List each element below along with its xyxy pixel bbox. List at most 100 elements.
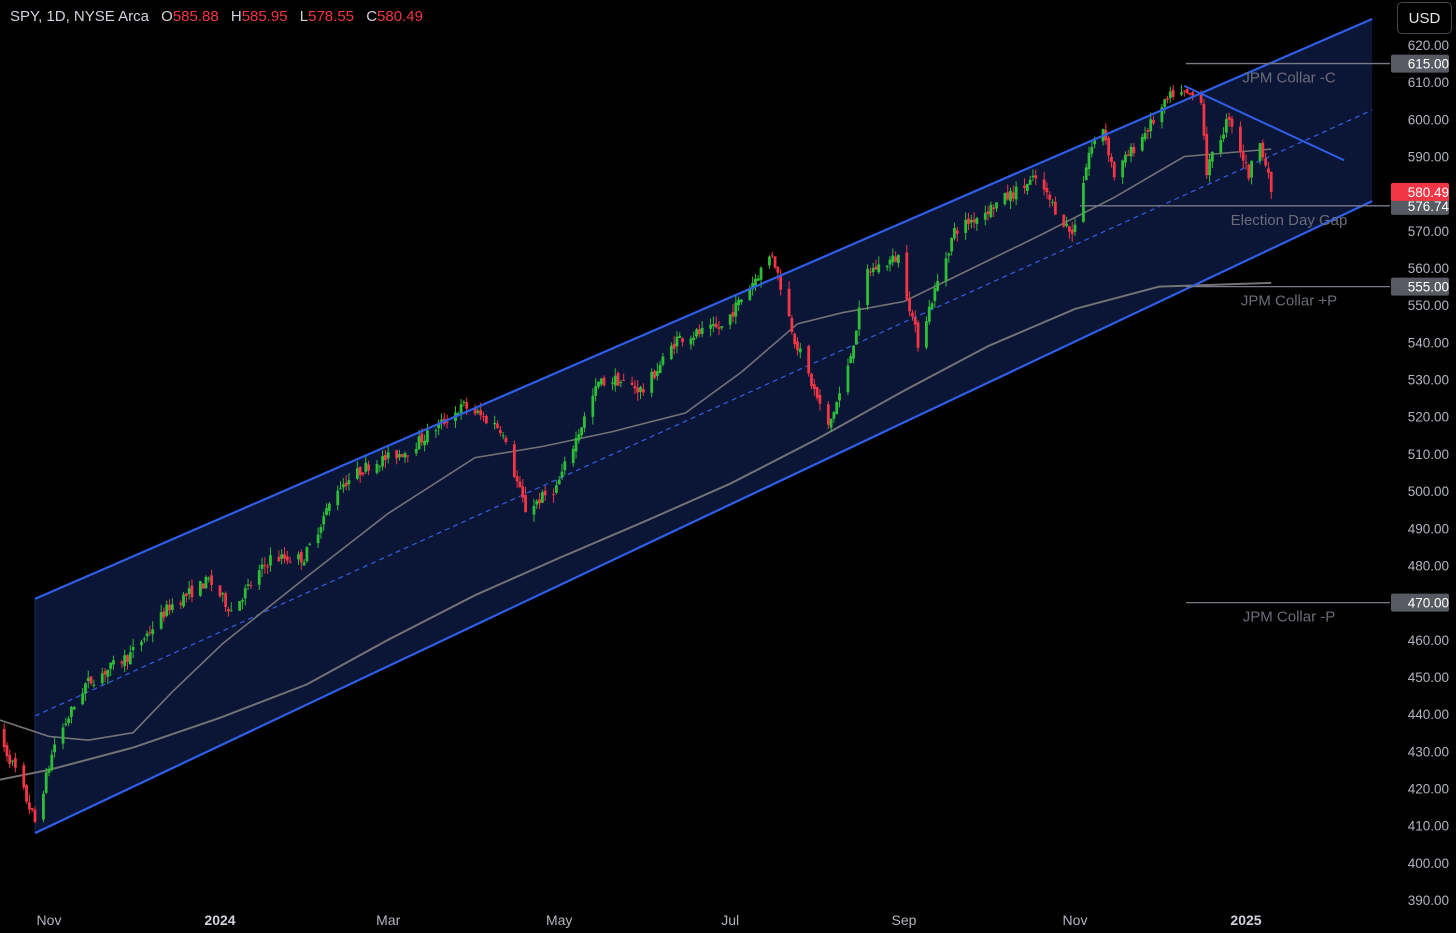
- candle-body: [504, 437, 508, 443]
- candle-body: [179, 602, 183, 605]
- price-tick-label: 620.00: [1408, 38, 1449, 53]
- candle-body: [1258, 143, 1262, 161]
- resistance-trendline: [1183, 84, 1345, 162]
- candle-body: [773, 256, 777, 268]
- candle-body: [159, 612, 163, 629]
- candle-body: [611, 382, 614, 384]
- candle-body: [852, 345, 855, 359]
- candle-body: [106, 669, 110, 677]
- candle-body: [1112, 162, 1116, 178]
- candle-body: [140, 641, 143, 646]
- candle-body: [201, 583, 205, 589]
- candle-body: [1267, 168, 1270, 173]
- candle-body: [681, 338, 684, 343]
- candle-body: [479, 410, 483, 416]
- candle-body: [182, 594, 185, 607]
- price-tick-label: 600.00: [1408, 112, 1449, 127]
- candle-body: [734, 302, 738, 317]
- candle-body: [336, 490, 340, 506]
- candle-body: [866, 268, 869, 305]
- candle-body: [33, 809, 37, 822]
- candle-body: [854, 330, 858, 345]
- symbol-title: SPY, 1D, NYSE Arca: [10, 8, 149, 25]
- candle-body: [266, 566, 270, 568]
- candle-body: [426, 430, 429, 443]
- candle-body: [1028, 179, 1032, 185]
- level-tag: 576.74: [1391, 196, 1449, 215]
- candle-body: [1065, 223, 1068, 227]
- candle-body: [322, 516, 326, 525]
- candle-body: [826, 404, 830, 425]
- candle-body: [622, 380, 626, 382]
- price-tick-label: 590.00: [1408, 150, 1449, 165]
- candle-body: [400, 454, 404, 457]
- candle-body: [498, 430, 502, 434]
- currency-button[interactable]: USD: [1397, 2, 1452, 34]
- candle-body: [1219, 140, 1223, 153]
- candle-body: [473, 408, 477, 414]
- candle-body: [1171, 89, 1175, 97]
- candle-body: [944, 258, 948, 282]
- candle-body: [148, 631, 152, 633]
- candle-body: [535, 501, 539, 505]
- price-tick-label: 610.00: [1408, 75, 1449, 90]
- candle-body: [619, 382, 623, 384]
- candle-body: [1261, 142, 1265, 158]
- annotation-label: JPM Collar +P: [1241, 293, 1337, 310]
- candle-body: [871, 267, 875, 273]
- candle-body: [796, 341, 799, 351]
- candle-body: [1087, 152, 1091, 170]
- candle-body: [770, 255, 774, 257]
- candle-body: [364, 462, 368, 472]
- candle-body: [367, 464, 370, 471]
- price-tick-label: 400.00: [1408, 856, 1449, 871]
- candle-body: [131, 646, 135, 651]
- candle-body: [501, 435, 505, 437]
- candle-body: [639, 386, 642, 392]
- candle-body: [41, 793, 45, 820]
- candle-body: [790, 317, 794, 332]
- candle-body: [257, 570, 261, 585]
- candle-body: [1003, 193, 1007, 205]
- candle-body: [905, 252, 909, 300]
- candle-body: [1042, 179, 1046, 190]
- last-price-tag-bg: [1391, 182, 1449, 201]
- price-tick-label: 500.00: [1408, 484, 1449, 499]
- price-tick-label: 490.00: [1408, 521, 1449, 536]
- candle-body: [327, 503, 331, 511]
- level-tag: 470.00: [1391, 593, 1449, 612]
- time-tick-label: 2025: [1230, 912, 1261, 928]
- candle-body: [992, 207, 996, 210]
- candle-body: [1149, 119, 1153, 132]
- candle-body: [779, 275, 783, 290]
- candle-body: [655, 370, 659, 377]
- candle-body: [885, 265, 889, 268]
- candle-body: [995, 202, 998, 209]
- candle-body: [241, 600, 244, 602]
- candle-body: [798, 348, 802, 353]
- candle-body: [711, 324, 715, 327]
- candle-body: [496, 423, 499, 428]
- candle-body: [1191, 92, 1195, 96]
- candle-body: [207, 578, 211, 580]
- candle-body: [355, 468, 359, 479]
- candle-body: [437, 423, 441, 429]
- candle-body: [1188, 92, 1192, 95]
- candle-body: [1090, 147, 1094, 154]
- level-tag-bg: [1391, 593, 1449, 612]
- candle-body: [787, 288, 791, 317]
- candle-body: [423, 440, 427, 446]
- candle-body: [751, 283, 755, 290]
- candle-body: [162, 611, 166, 618]
- candle-body: [1062, 214, 1066, 227]
- candle-body: [1025, 183, 1029, 191]
- price-tick-label: 460.00: [1408, 633, 1449, 648]
- candle-body: [1199, 94, 1203, 103]
- candle-body: [1238, 126, 1242, 153]
- candle-body: [187, 588, 191, 595]
- candle-body: [420, 433, 424, 443]
- candle-body: [950, 238, 954, 252]
- candle-body: [142, 638, 146, 640]
- candle-body: [1264, 158, 1268, 166]
